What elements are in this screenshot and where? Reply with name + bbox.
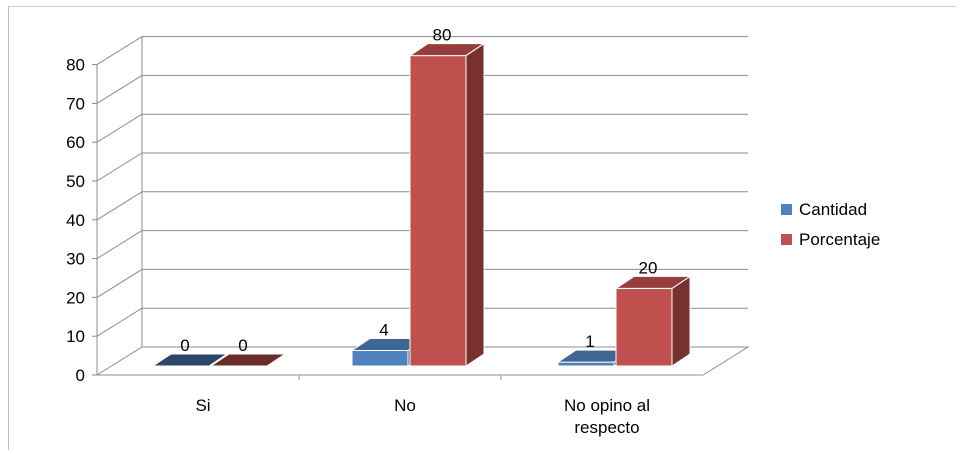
legend-label-cantidad: Cantidad [799,200,867,219]
bar-cantidad-0 [151,353,229,367]
y-tick-label: 40 [66,211,85,230]
bar-front [615,287,673,367]
y-tick-label: 80 [66,56,85,75]
gridline-side [96,74,143,104]
y-tick-label: 10 [66,327,85,346]
bar-porcentaje-0 [209,353,287,367]
bar-top [408,43,486,57]
bar-front [409,55,467,367]
bar-top [614,275,692,289]
bar-side [465,42,485,367]
gridline-side [96,307,143,337]
bar-porcentaje-2 [614,275,692,367]
data-label: 80 [433,26,452,45]
gridline-side [96,268,143,298]
data-label: 20 [639,258,658,277]
y-tick-label: 20 [66,288,85,307]
legend-swatch-porcentaje [781,234,792,245]
x-tick-label: Si [195,396,210,415]
bar-side [671,275,691,367]
data-label: 4 [379,320,388,339]
data-label: 1 [585,332,594,351]
gridline-side [96,152,143,182]
y-tick-label: 70 [66,94,85,113]
x-tick-label: No [394,396,416,415]
bar-front [351,349,409,367]
y-tick-label: 30 [66,250,85,269]
legend-swatch-cantidad [781,204,792,215]
gridline-side [96,191,143,221]
data-label: 0 [180,336,189,355]
data-label: 0 [238,336,247,355]
y-tick-label: 60 [66,133,85,152]
bar-top [151,353,229,367]
y-tick-label: 0 [76,366,85,385]
legend-label-porcentaje: Porcentaje [799,230,880,249]
bar-top [209,353,287,367]
gridline-side [96,230,143,260]
gridline-side [96,36,143,66]
bar-porcentaje-1 [408,42,486,367]
y-tick-label: 50 [66,172,85,191]
bar-front [557,361,615,367]
x-tick-label: No opino al respecto [564,396,650,437]
gridline-side [96,113,143,143]
